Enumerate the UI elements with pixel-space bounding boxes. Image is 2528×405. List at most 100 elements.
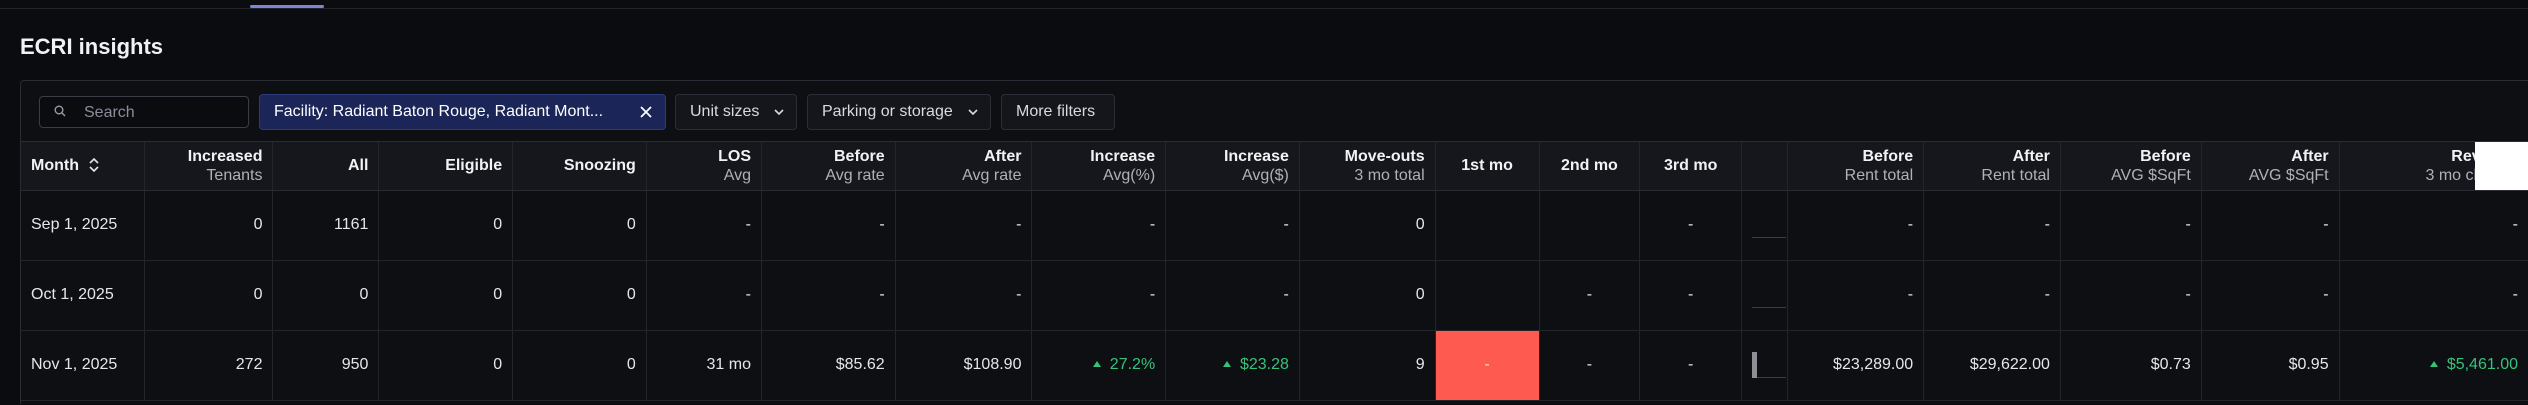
cell-inc_usd: $23.28 (1165, 330, 1300, 401)
cell-before_sqft: $0.73 (2060, 330, 2202, 401)
column-header-label: LOS (718, 147, 751, 165)
sparkline-baseline (1752, 237, 1787, 238)
header-row: Month Increased Tenants All Eligible Snoozing… (21, 142, 2528, 191)
cell-after_sqft: - (2201, 190, 2340, 261)
table-row[interactable]: Oct 1, 2025 0 0 0 0- - - - -0- - - - - - - (21, 260, 2528, 331)
unit-sizes-dropdown[interactable]: Unit sizes (675, 94, 797, 130)
sparkline (1742, 350, 1787, 380)
cell-spark (1741, 260, 1789, 331)
column-header-sublabel: Avg (723, 166, 751, 184)
cell-increased: 0 (144, 260, 274, 331)
cell-before_rate: $85.62 (761, 330, 896, 401)
cell-before_sqft: - (2060, 190, 2202, 261)
more-filters-button[interactable]: More filters (1001, 94, 1115, 130)
cell-moveouts: 0 (1299, 260, 1436, 331)
cell-before_sqft: - (2060, 260, 2202, 331)
parking-storage-dropdown[interactable]: Parking or storage (807, 94, 991, 130)
column-header-label: Before (2140, 147, 2191, 165)
column-header-after_rate: After Avg rate (895, 142, 1033, 191)
column-header-label: Before (1862, 147, 1914, 165)
cell-month: Oct 1, 2025 (21, 260, 145, 331)
chevron-down-icon (968, 109, 978, 116)
column-header-los: LOS Avg (646, 142, 762, 191)
caret-up-icon (2429, 361, 2438, 367)
column-header-snoozing: Snoozing (512, 142, 647, 191)
sparkline-bar (1752, 352, 1758, 378)
column-header-label: 2nd mo (1560, 157, 1618, 175)
cell-spark (1741, 330, 1789, 401)
sparkline (1742, 280, 1787, 310)
facility-filter-chip[interactable]: Facility: Radiant Baton Rouge, Radiant M… (259, 94, 666, 130)
column-header-sublabel: Avg(%) (1103, 166, 1156, 184)
close-icon[interactable] (639, 105, 653, 119)
sparkline-baseline (1752, 307, 1787, 308)
column-header-m2: 2nd mo (1539, 142, 1641, 191)
change-value: $5,461.00 (2446, 356, 2518, 373)
parking-storage-label: Parking or storage (822, 103, 953, 120)
column-header-m1: 1st mo (1435, 142, 1540, 191)
column-header-label: Move-outs (1344, 147, 1425, 165)
cell-inc_pct: - (1031, 260, 1167, 331)
column-header-month[interactable]: Month (21, 142, 145, 191)
cell-after_rate: - (895, 260, 1033, 331)
cell-m2: - (1539, 330, 1641, 401)
cell-before_rent: - (1787, 260, 1925, 331)
cell-all: 950 (272, 330, 380, 401)
column-header-all: All (272, 142, 380, 191)
cell-increased: 0 (144, 190, 274, 261)
cell-before_rate: - (761, 190, 896, 261)
column-header-label: All (347, 157, 369, 175)
cell-after_sqft: - (2201, 260, 2340, 331)
cell-moveouts: 0 (1299, 190, 1436, 261)
column-header-spark (1741, 142, 1789, 191)
column-header-label: After (2291, 147, 2329, 165)
cell-after_sqft: $0.95 (2201, 330, 2340, 401)
cell-before_rent: - (1787, 190, 1925, 261)
cell-m1 (1435, 260, 1540, 331)
active-tab-indicator (250, 5, 324, 8)
sparkline (1742, 210, 1787, 240)
column-header-label: After (2012, 147, 2050, 165)
cell-after_rent: - (1923, 260, 2061, 331)
cell-m2: - (1539, 260, 1641, 331)
cell-m3: - (1639, 260, 1743, 331)
cell-month: Sep 1, 2025 (21, 190, 145, 261)
change-value: 27.2% (1109, 356, 1156, 373)
column-header-sublabel: Avg($) (1242, 166, 1289, 184)
cell-inc_usd: - (1165, 260, 1300, 331)
column-header-eligible: Eligible (378, 142, 514, 191)
column-header-label: Increase (1090, 147, 1156, 165)
cell-snoozing: 0 (512, 190, 647, 261)
cell-m2 (1539, 190, 1641, 261)
cell-after_rate: - (895, 190, 1033, 261)
cell-los: 31 mo (646, 330, 762, 401)
sort-icon[interactable] (89, 158, 99, 173)
column-header-inc_usd: Increase Avg($) (1165, 142, 1300, 191)
cell-eligible: 0 (378, 190, 514, 261)
cell-revenue: - (2339, 260, 2528, 331)
cell-all: 0 (272, 260, 380, 331)
caret-up-icon (1222, 361, 1231, 367)
filter-toolbar: Facility: Radiant Baton Rouge, Radiant M… (21, 81, 2528, 141)
table-row[interactable]: Nov 1, 2025 272 950 0 0 31 mo $85.62 $108.90 27.… (21, 330, 2528, 401)
top-tab-bar (0, 0, 2528, 9)
column-header-sublabel: Avg rate (825, 166, 885, 184)
column-header-increased: Increased Tenants (144, 142, 274, 191)
page-title: ECRI insights (20, 34, 164, 59)
column-header-before_sqft: Before AVG $SqFt (2060, 142, 2202, 191)
cell-snoozing: 0 (512, 330, 647, 401)
table-row[interactable]: Sep 1, 2025 0 1161 0 0- - - - -0- - - - - - (21, 190, 2528, 261)
column-header-after_rent: After Rent total (1923, 142, 2061, 191)
search-input[interactable] (82, 101, 246, 125)
facility-chip-label: Facility: Radiant Baton Rouge, Radiant M… (274, 103, 604, 120)
search-box[interactable] (39, 96, 249, 128)
column-header-label: After (984, 147, 1022, 165)
column-header-after_sqft: After AVG $SqFt (2201, 142, 2340, 191)
column-header-m3: 3rd mo (1639, 142, 1743, 191)
cell-before_rate: - (761, 260, 896, 331)
cell-los: - (646, 190, 762, 261)
column-header-before_rate: Before Avg rate (761, 142, 896, 191)
cell-increased: 272 (144, 330, 274, 401)
chevron-down-icon (774, 109, 784, 116)
cell-snoozing: 0 (512, 260, 647, 331)
